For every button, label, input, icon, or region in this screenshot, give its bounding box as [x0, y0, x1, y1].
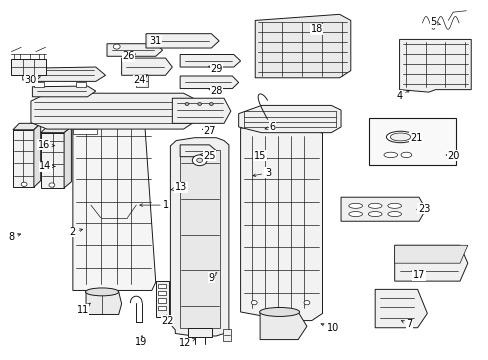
- Text: 18: 18: [310, 24, 322, 35]
- Text: 9: 9: [208, 273, 217, 283]
- Polygon shape: [64, 127, 71, 188]
- Circle shape: [251, 301, 257, 305]
- Text: 21: 21: [408, 133, 422, 143]
- Text: 1: 1: [140, 200, 169, 210]
- Ellipse shape: [383, 152, 397, 158]
- Text: 10: 10: [320, 323, 339, 333]
- Bar: [158, 298, 166, 303]
- Text: 20: 20: [445, 150, 458, 161]
- Polygon shape: [122, 58, 172, 75]
- Ellipse shape: [367, 203, 381, 208]
- Circle shape: [21, 182, 27, 186]
- Text: 29: 29: [208, 64, 222, 74]
- Text: 16: 16: [38, 140, 55, 150]
- Text: 14: 14: [40, 161, 55, 171]
- Polygon shape: [73, 116, 152, 121]
- Bar: [158, 291, 166, 296]
- Circle shape: [184, 103, 188, 105]
- Circle shape: [49, 183, 55, 187]
- Polygon shape: [255, 14, 350, 78]
- Polygon shape: [13, 123, 41, 130]
- Polygon shape: [13, 130, 34, 187]
- Text: 17: 17: [411, 270, 425, 280]
- Bar: [188, 328, 211, 337]
- Polygon shape: [146, 34, 219, 48]
- Polygon shape: [76, 82, 86, 87]
- Text: 26: 26: [122, 51, 135, 61]
- Polygon shape: [180, 76, 238, 89]
- Polygon shape: [32, 86, 96, 97]
- Text: 13: 13: [171, 182, 187, 192]
- Polygon shape: [180, 145, 216, 157]
- Bar: [222, 329, 231, 341]
- Polygon shape: [240, 127, 322, 320]
- Polygon shape: [11, 59, 45, 75]
- Text: 12: 12: [179, 338, 195, 348]
- Text: 2: 2: [70, 227, 82, 237]
- Text: 11: 11: [76, 303, 90, 315]
- Polygon shape: [107, 44, 162, 56]
- Ellipse shape: [348, 212, 362, 217]
- Circle shape: [209, 103, 213, 105]
- Text: 7: 7: [401, 319, 411, 329]
- Text: 22: 22: [161, 315, 173, 325]
- Polygon shape: [34, 123, 41, 187]
- Bar: [158, 306, 166, 310]
- Polygon shape: [156, 281, 168, 317]
- Polygon shape: [399, 40, 470, 92]
- Text: 6: 6: [264, 122, 275, 132]
- Circle shape: [304, 301, 309, 305]
- Circle shape: [196, 158, 202, 162]
- Polygon shape: [32, 67, 105, 81]
- Circle shape: [113, 44, 120, 49]
- Ellipse shape: [85, 288, 119, 296]
- Text: 23: 23: [416, 204, 429, 214]
- Ellipse shape: [259, 307, 299, 316]
- Circle shape: [197, 103, 201, 105]
- Text: 28: 28: [208, 86, 222, 96]
- Bar: [368, 118, 455, 165]
- Text: 15: 15: [253, 150, 266, 161]
- Polygon shape: [170, 138, 228, 336]
- Polygon shape: [22, 69, 32, 80]
- Polygon shape: [73, 129, 97, 134]
- Polygon shape: [73, 121, 156, 291]
- Polygon shape: [340, 197, 425, 221]
- Ellipse shape: [367, 212, 381, 217]
- Polygon shape: [86, 292, 122, 315]
- Bar: [158, 284, 166, 288]
- Text: 19: 19: [135, 336, 147, 347]
- Ellipse shape: [387, 203, 401, 208]
- Ellipse shape: [389, 133, 410, 141]
- Polygon shape: [172, 98, 230, 123]
- Text: 27: 27: [202, 126, 215, 135]
- Text: 4: 4: [396, 90, 409, 101]
- Text: 8: 8: [8, 232, 20, 242]
- Text: 5: 5: [430, 17, 439, 27]
- Ellipse shape: [348, 203, 362, 208]
- Polygon shape: [41, 133, 64, 188]
- Text: 25: 25: [200, 150, 215, 161]
- Polygon shape: [34, 82, 43, 87]
- Ellipse shape: [387, 212, 401, 217]
- Bar: [180, 150, 220, 328]
- Text: 24: 24: [133, 75, 147, 85]
- Polygon shape: [238, 105, 340, 133]
- Polygon shape: [374, 289, 427, 328]
- Polygon shape: [180, 54, 240, 67]
- Text: 3: 3: [252, 168, 270, 178]
- Polygon shape: [260, 312, 306, 339]
- Polygon shape: [136, 75, 148, 87]
- Text: 31: 31: [149, 36, 162, 46]
- Polygon shape: [41, 127, 71, 133]
- Polygon shape: [394, 245, 467, 263]
- Polygon shape: [394, 245, 467, 281]
- Circle shape: [192, 155, 206, 166]
- Ellipse shape: [386, 131, 414, 143]
- Ellipse shape: [400, 152, 411, 158]
- Polygon shape: [31, 93, 193, 129]
- Text: 30: 30: [25, 75, 40, 85]
